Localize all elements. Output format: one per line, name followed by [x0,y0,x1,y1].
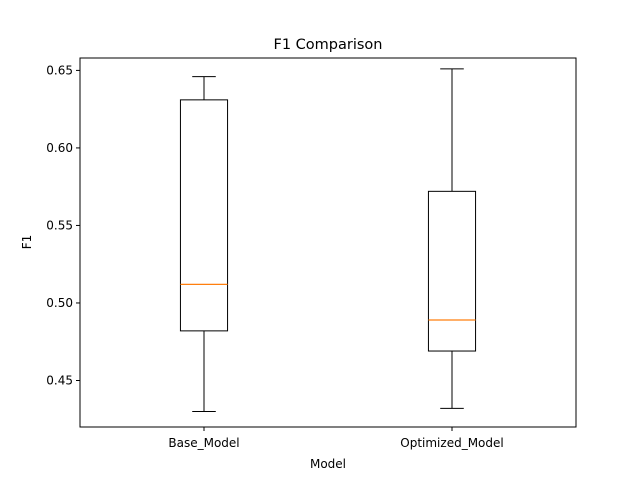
y-tick-label: 0.50 [46,296,73,310]
x-tick-label: Base_Model [168,436,239,450]
y-axis: 0.45 0.50 0.55 0.60 0.65 [46,63,80,387]
y-axis-label: F1 [20,235,34,250]
y-tick-label: 0.65 [46,63,73,77]
y-tick-label: 0.55 [46,218,73,232]
x-axis-label: Model [310,457,346,471]
box-group [427,68,477,409]
chart-title: F1 Comparison [274,37,383,53]
y-tick-label: 0.60 [46,141,73,155]
x-axis: Base_Model Optimized_Model [168,427,504,450]
box-iqr [179,99,229,332]
box-group [179,76,229,412]
axes-frame [79,57,577,428]
plot-area [179,68,477,412]
y-tick-label: 0.45 [46,373,73,387]
x-tick-label: Optimized_Model [400,436,503,450]
box-iqr [427,190,477,352]
